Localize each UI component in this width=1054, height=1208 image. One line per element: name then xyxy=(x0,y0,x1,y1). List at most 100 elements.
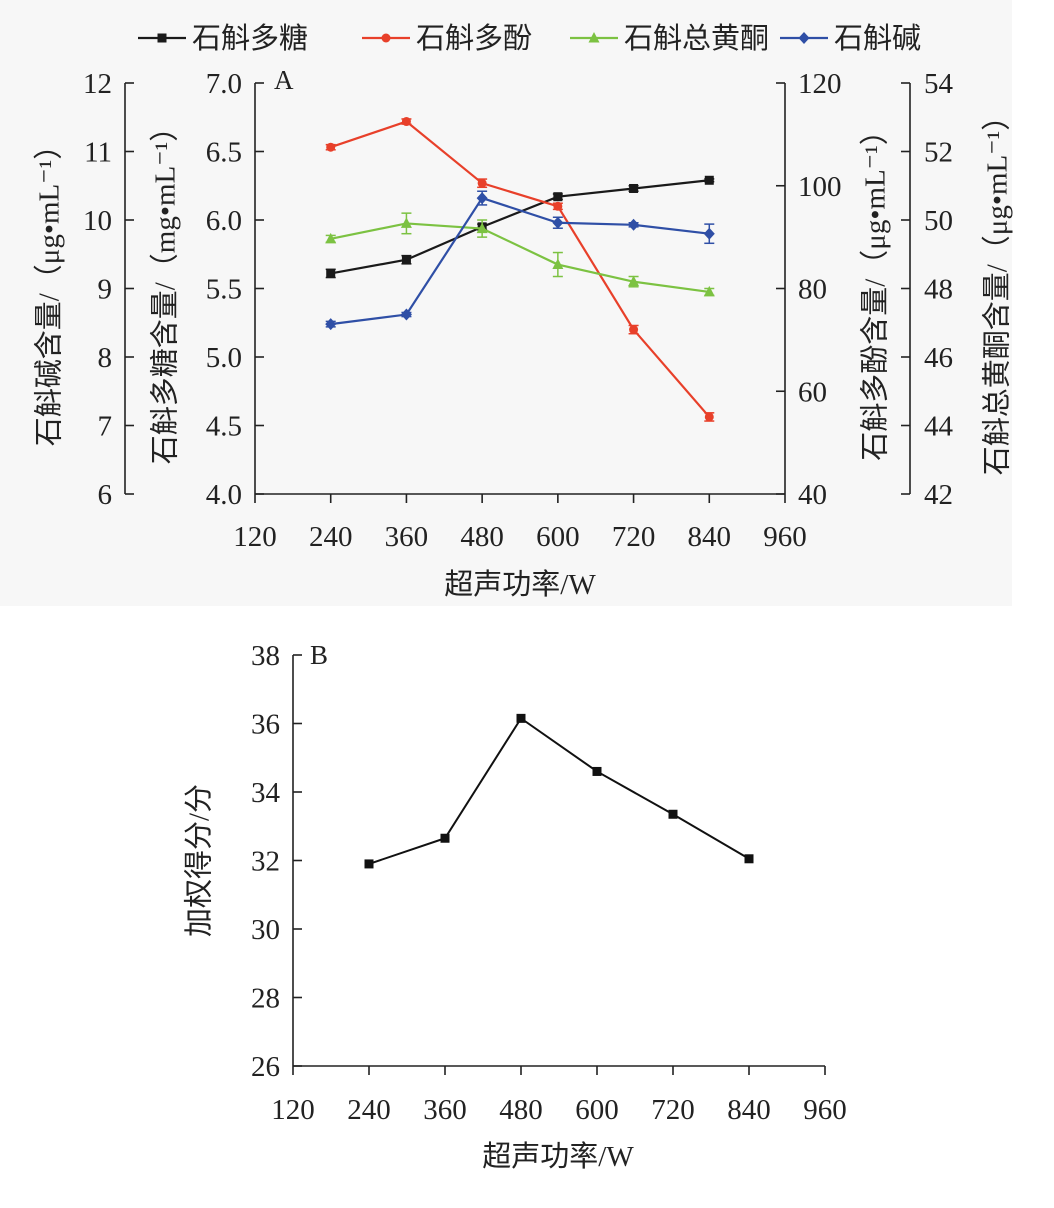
panel-a-data-point xyxy=(704,412,714,422)
panel-a-x-tick-label: 240 xyxy=(309,521,353,553)
panel-a-series-line-series-2 xyxy=(330,120,711,418)
panel-b-x-axis-title: 超声功率/W xyxy=(482,1140,634,1173)
panel-a-axis-title-polyphenol: 石斛多酚含量/（μg•mL⁻¹） xyxy=(859,116,892,461)
legend-marker-series-3 xyxy=(588,32,600,43)
panel-a-data-point xyxy=(629,325,639,335)
panel-a-tick-label-alkaloid: 11 xyxy=(84,137,112,169)
panel-b-y-tick-label: 30 xyxy=(251,914,280,946)
panel-a-series-1 xyxy=(325,175,715,279)
panel-a-tick-label-polyphenol: 80 xyxy=(798,274,827,306)
panel-a-axes: 6 7 8 9 10 11 12 石斛碱含量/（μg•mL⁻¹） 4.0 4.5 5.0 5.5 6.0… xyxy=(33,65,1014,601)
panel-a-data-point xyxy=(401,255,411,265)
panel-a-tick-label-polysaccharide: 5.5 xyxy=(206,274,242,306)
legend-label-series-3: 石斛总黄酮 xyxy=(624,22,769,55)
panel-a-tick-label-flavonoid: 44 xyxy=(924,411,954,443)
panel-a-axis-title-alkaloid: 石斛碱含量/（μg•mL⁻¹） xyxy=(33,131,66,447)
panel-b-x-tick-label: 240 xyxy=(347,1094,391,1126)
panel-a-data-point xyxy=(703,227,715,240)
panel-a-series-line-series-3 xyxy=(330,222,710,294)
panel-a-tick-label-polysaccharide: 5.0 xyxy=(206,342,242,374)
panel-a-series-line-series-4 xyxy=(330,196,710,326)
legend-label-series-2: 石斛多酚 xyxy=(416,22,532,55)
panel-b-series-line xyxy=(368,716,750,865)
panel-a-tick-label-flavonoid: 54 xyxy=(924,68,954,100)
panel-a-data-point xyxy=(476,222,488,234)
panel-a-series xyxy=(325,117,715,422)
panel-a-data-point xyxy=(703,285,715,297)
panel-b-letter: B xyxy=(310,640,328,670)
panel-a-axis-title-flavonoid: 石斛总黄酮含量/（μg•mL⁻¹） xyxy=(981,102,1014,476)
panel-a-x-tick-label: 720 xyxy=(612,521,656,553)
panel-a-data-point xyxy=(477,178,487,188)
panel-a-tick-label-polysaccharide: 6.5 xyxy=(206,137,242,169)
panel-a-legend: 石斛多糖 石斛多酚 石斛总黄酮 石斛碱 xyxy=(138,22,921,55)
panel-a-tick-label-alkaloid: 10 xyxy=(83,205,112,237)
panel-b-x-tick-label: 600 xyxy=(575,1094,619,1126)
panel-b-y-tick-label: 34 xyxy=(251,777,281,809)
panel-a-data-point xyxy=(400,217,412,228)
panel-a-tick-label-alkaloid: 7 xyxy=(98,411,113,443)
panel-a-data-point xyxy=(552,258,564,270)
panel-a-tick-label-alkaloid: 8 xyxy=(98,342,113,374)
panel-a-tick-label-alkaloid: 12 xyxy=(83,68,112,100)
panel-b-y-tick-label: 32 xyxy=(251,846,280,878)
panel-a-tick-label-polyphenol: 100 xyxy=(798,171,842,203)
panel-a-data-point xyxy=(628,218,640,231)
panel-a-series-3 xyxy=(325,212,715,297)
panel-a-chart: 石斛多糖 石斛多酚 石斛总黄酮 石斛碱 6 7 8 9 10 11 12 石斛碱含量/（μg•mL⁻… xyxy=(33,22,1014,601)
panel-a-data-point xyxy=(401,117,411,127)
panel-a-x-axis-title: 超声功率/W xyxy=(444,568,596,601)
panel-a-tick-label-polyphenol: 60 xyxy=(798,376,827,408)
panel-b-x-tick-label: 720 xyxy=(651,1094,695,1126)
panel-a-tick-label-flavonoid: 46 xyxy=(924,342,953,374)
panel-b-y-axis-title: 加权得分/分 xyxy=(183,784,216,937)
panel-b-data-point xyxy=(516,713,526,723)
panel-a-data-point xyxy=(629,183,639,193)
panel-b-chart: 26 28 30 32 34 36 38 120 240 360 480 600 720 840 960 加权… xyxy=(183,640,847,1173)
panel-b-data-point xyxy=(744,854,754,864)
panel-a-x-tick-label: 600 xyxy=(536,521,580,553)
panel-b-data-point xyxy=(592,766,602,776)
panel-a-tick-label-flavonoid: 48 xyxy=(924,274,953,306)
panel-a-axis-title-polysaccharide: 石斛多糖含量/（mg•mL⁻¹） xyxy=(149,113,182,465)
panel-a-x-tick-label: 840 xyxy=(688,521,732,553)
panel-a-x-tick-label: 960 xyxy=(763,521,807,553)
panel-b-y-tick-label: 36 xyxy=(251,709,280,741)
panel-a-tick-label-flavonoid: 42 xyxy=(924,479,953,511)
panel-a-data-point xyxy=(325,318,337,331)
panel-b-data-point xyxy=(364,859,374,869)
panel-a-tick-label-polysaccharide: 4.0 xyxy=(206,479,242,511)
panel-b-y-tick-label: 26 xyxy=(251,1051,280,1083)
panel-a-tick-label-flavonoid: 52 xyxy=(924,137,953,169)
panel-a-series-2 xyxy=(325,117,715,422)
panel-a-data-point xyxy=(628,275,640,287)
panel-b-x-tick-label: 120 xyxy=(271,1094,315,1126)
panel-a-tick-label-flavonoid: 50 xyxy=(924,205,953,237)
panel-a-data-point xyxy=(476,192,488,205)
panel-a-data-point xyxy=(326,142,336,152)
legend-marker-series-1 xyxy=(157,33,167,43)
panel-b-x-tick-label: 960 xyxy=(803,1094,847,1126)
panel-a-tick-label-alkaloid: 6 xyxy=(98,479,113,511)
panel-a-tick-label-polysaccharide: 7.0 xyxy=(206,68,242,100)
panel-b-axes: 26 28 30 32 34 36 38 120 240 360 480 600 720 840 960 加权… xyxy=(183,640,847,1173)
panel-b-x-tick-label: 360 xyxy=(423,1094,467,1126)
panel-a-tick-label-polyphenol: 120 xyxy=(798,68,842,100)
panel-b-data-point xyxy=(440,833,450,843)
panel-a-data-point xyxy=(553,201,563,211)
panel-a-background xyxy=(0,0,1012,606)
panel-a-data-point xyxy=(326,268,336,278)
panel-a-x-tick-label: 480 xyxy=(460,521,504,553)
panel-a-tick-label-polysaccharide: 6.0 xyxy=(206,205,242,237)
panel-a-tick-label-polysaccharide: 4.5 xyxy=(206,411,242,443)
panel-a-data-point xyxy=(552,216,564,229)
panel-b-y-tick-label: 28 xyxy=(251,983,280,1015)
legend-marker-series-2 xyxy=(381,33,391,43)
panel-b-series xyxy=(364,713,754,869)
panel-b-y-tick-label: 38 xyxy=(251,640,280,672)
panel-a-series-line-series-1 xyxy=(330,179,710,275)
panel-a-data-point xyxy=(400,308,412,321)
panel-a-x-tick-label: 360 xyxy=(385,521,429,553)
panel-a-letter: A xyxy=(274,65,294,95)
